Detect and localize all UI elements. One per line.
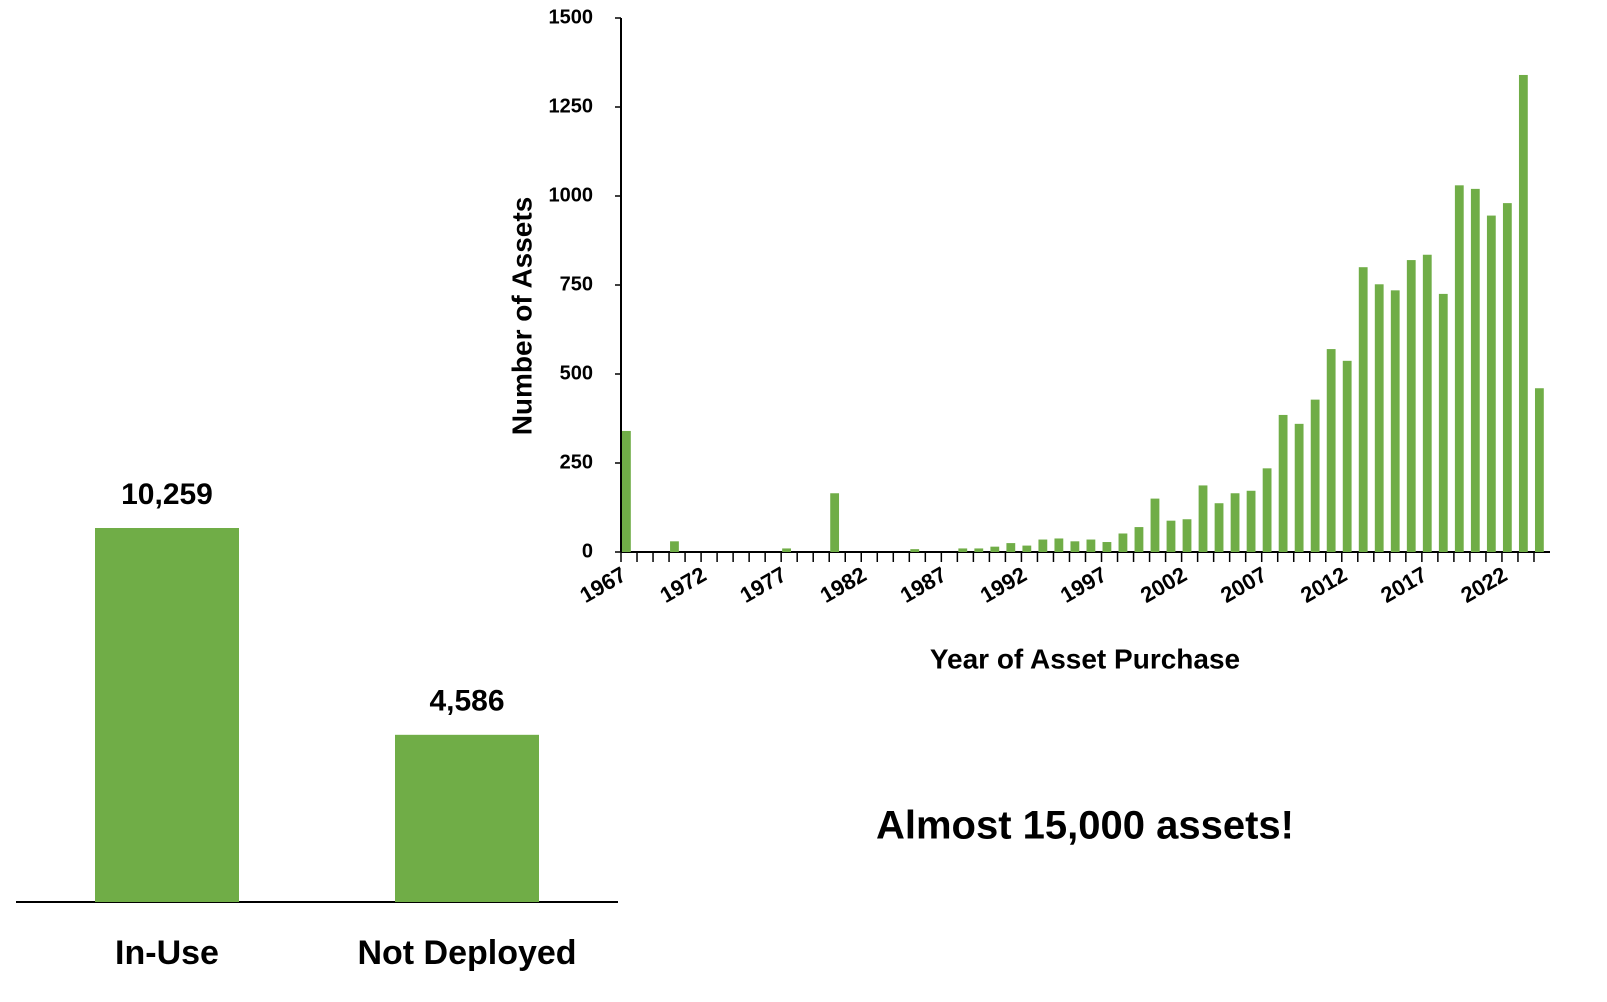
bar bbox=[1182, 519, 1192, 552]
x-tick-label: 2002 bbox=[1136, 562, 1191, 608]
bar bbox=[1486, 215, 1496, 552]
bar bbox=[1294, 423, 1304, 552]
bar bbox=[1470, 188, 1480, 552]
bar bbox=[1230, 493, 1240, 552]
bar bbox=[974, 548, 984, 552]
x-tick-label: 1967 bbox=[576, 562, 631, 608]
x-tick-label: 1987 bbox=[896, 562, 951, 608]
bar bbox=[830, 493, 840, 552]
y-tick-label: 750 bbox=[560, 273, 593, 295]
bar bbox=[782, 548, 791, 552]
bar bbox=[1310, 399, 1320, 552]
x-tick-label: 2007 bbox=[1216, 562, 1271, 608]
x-tick-label: 1992 bbox=[976, 562, 1031, 608]
bar bbox=[1390, 290, 1400, 552]
x-tick-label: 1977 bbox=[736, 562, 791, 608]
x-tick-label: 1972 bbox=[656, 562, 711, 608]
bar bbox=[910, 549, 920, 552]
bar bbox=[1038, 539, 1048, 552]
bar bbox=[958, 548, 968, 552]
bar bbox=[1070, 541, 1080, 552]
bar bbox=[1054, 538, 1064, 552]
bar bbox=[1022, 545, 1032, 552]
category-label: Not Deployed bbox=[357, 934, 576, 972]
bar bbox=[1086, 539, 1096, 552]
bar bbox=[1102, 542, 1112, 552]
category-label: In-Use bbox=[115, 934, 219, 972]
bar bbox=[1198, 485, 1208, 552]
bar bbox=[95, 528, 239, 902]
y-tick-label: 1250 bbox=[549, 95, 594, 117]
bar bbox=[1534, 388, 1544, 552]
bar bbox=[1006, 543, 1016, 552]
y-tick-label: 1000 bbox=[549, 184, 594, 206]
bar bbox=[1502, 203, 1512, 552]
bar bbox=[622, 430, 631, 552]
y-axis-label: Number of Assets bbox=[506, 197, 537, 436]
bar bbox=[1150, 498, 1160, 552]
bar bbox=[1278, 414, 1288, 552]
x-axis-label: Year of Asset Purchase bbox=[930, 643, 1240, 674]
y-tick-label: 0 bbox=[582, 540, 593, 562]
bar bbox=[1262, 468, 1272, 552]
x-tick-label: 1997 bbox=[1056, 562, 1111, 608]
x-tick-label: 2017 bbox=[1376, 562, 1431, 608]
bar bbox=[1342, 360, 1352, 552]
data-label: 4,586 bbox=[429, 685, 504, 718]
annotation: Almost 15,000 assets! bbox=[876, 804, 1294, 848]
bar bbox=[1214, 503, 1224, 552]
bar bbox=[670, 541, 679, 552]
x-tick-label: 1982 bbox=[816, 562, 871, 608]
bar bbox=[1134, 527, 1144, 552]
bar bbox=[395, 734, 539, 902]
bar bbox=[1374, 284, 1384, 552]
bar bbox=[990, 546, 1000, 552]
bar bbox=[1438, 293, 1448, 552]
bar bbox=[1406, 260, 1416, 552]
y-tick-label: 250 bbox=[560, 451, 593, 473]
bar bbox=[1118, 533, 1128, 552]
data-label: 10,259 bbox=[121, 478, 213, 511]
bar bbox=[1166, 520, 1176, 552]
y-tick-label: 500 bbox=[560, 362, 593, 384]
bar bbox=[1358, 267, 1368, 552]
bar bbox=[1246, 490, 1256, 552]
bar bbox=[1518, 74, 1528, 553]
x-tick-label: 2022 bbox=[1456, 562, 1511, 608]
bar bbox=[1422, 254, 1432, 553]
bar bbox=[1454, 185, 1464, 552]
y-tick-label: 1500 bbox=[549, 6, 594, 28]
x-tick-label: 2012 bbox=[1296, 562, 1351, 608]
bar bbox=[1326, 349, 1336, 552]
